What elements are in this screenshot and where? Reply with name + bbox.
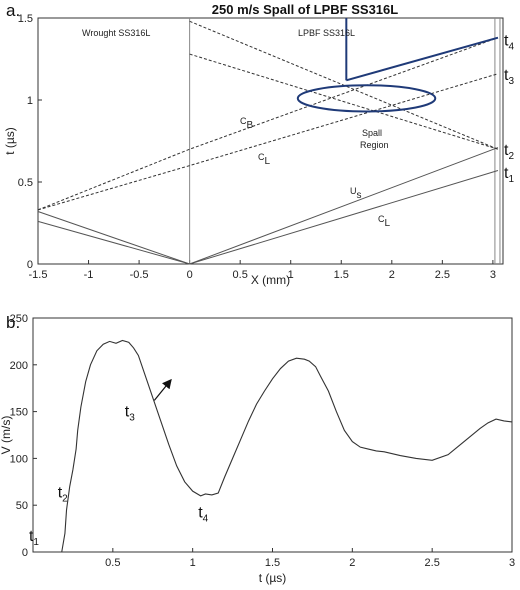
- chart-a-region-label-wrought: Wrought SS316L: [82, 28, 150, 38]
- chart-b-y-tick-label: 250: [10, 313, 28, 325]
- chart-a-x-tick-label: -1.5: [29, 269, 48, 281]
- chart-a-y-tick-label: 0: [27, 259, 33, 271]
- chart-a-title: 250 m/s Spall of LPBF SS316L: [212, 2, 398, 17]
- chart-b-plot-frame: [32, 317, 513, 553]
- chart-a-x-axis-label: X (mm): [251, 273, 290, 287]
- chart-b-y-tick-label: 0: [22, 547, 28, 559]
- chart-b-x-tick-label: 2.5: [425, 557, 440, 569]
- chart-b-x-tick-label: 0.5: [105, 557, 120, 569]
- chart-b-arrow: [153, 378, 172, 401]
- chart-b: 0.5 1 1.5 2 2.5 3 0 50 100 150 200 250 t (µs) V (m/s)…: [0, 313, 515, 585]
- chart-a-x-tick-label: 1: [288, 269, 294, 281]
- chart-b-y-tick-label: 200: [10, 360, 28, 372]
- chart-b-y-tick-label: 100: [10, 453, 28, 465]
- chart-a-annotation-cb: CB: [240, 116, 254, 131]
- chart-a-x-tick-label: -1: [84, 269, 94, 281]
- chart-b-x-tick-label: 1: [190, 557, 196, 569]
- chart-b-x-tick-label: 2: [349, 557, 355, 569]
- chart-a-release-wave-line: [37, 73, 499, 211]
- chart-a-spall-trace: [346, 36, 499, 82]
- chart-b-panel-label: b.: [6, 313, 20, 332]
- chart-b-velocity-line: [33, 339, 513, 553]
- chart-a-x-tick-label: 2: [389, 269, 395, 281]
- chart-a-region-label-lpbf: LPBF SS316L: [298, 28, 355, 38]
- chart-a-release-wave-line: [37, 37, 499, 211]
- chart-a-time-label-t2: t2: [504, 142, 514, 162]
- chart-a-y-tick-label: 1.5: [18, 13, 33, 25]
- chart-a-shock-wave-line: [37, 170, 499, 265]
- chart-a-x-tick-label: 0: [187, 269, 193, 281]
- chart-b-y-tick-label: 150: [10, 407, 28, 419]
- chart-a-annotation-us: Us: [350, 186, 362, 201]
- chart-b-y-axis-label: V (m/s): [0, 416, 13, 455]
- chart-b-time-label-t2: t2: [58, 485, 68, 505]
- chart-b-x-tick-label: 3: [509, 557, 515, 569]
- chart-a-y-tick-label: 1: [27, 95, 33, 107]
- chart-a-x-tick-label: 1.5: [334, 269, 349, 281]
- chart-a-annotation-spall: Spall: [362, 128, 382, 138]
- chart-a-x-tick-label: -0.5: [130, 269, 149, 281]
- chart-a-panel-label: a.: [6, 1, 20, 20]
- chart-a-x-tick-label: 0.5: [233, 269, 248, 281]
- chart-a-plot-frame: [37, 17, 504, 265]
- chart-b-time-label-t1: t1: [29, 528, 39, 548]
- chart-a-spall-ellipse: [296, 84, 437, 113]
- chart-a: -1.5 -1 -0.5 0 0.5 1 1.5 2 2.5 3 0 0.5 1 1.5 X (mm) t (…: [3, 13, 514, 287]
- chart-a-shock-wave-line: [37, 147, 499, 265]
- chart-a-time-label-t4: t4: [504, 32, 514, 52]
- chart-a-time-label-t1: t1: [504, 165, 514, 185]
- chart-a-x-tick-label: 2.5: [435, 269, 450, 281]
- chart-b-y-tick-label: 50: [16, 500, 28, 512]
- chart-a-y-axis-label: t (µs): [3, 127, 17, 155]
- chart-a-release-wave-line: [189, 53, 499, 150]
- chart-b-time-label-t4: t4: [198, 504, 208, 524]
- chart-a-annotation-region: Region: [360, 140, 389, 150]
- chart-a-annotation-cl-lower: CL: [378, 214, 391, 229]
- chart-a-time-label-t3: t3: [504, 67, 514, 87]
- chart-b-x-tick-label: 1.5: [265, 557, 280, 569]
- chart-a-annotation-cl-upper: CL: [258, 152, 271, 167]
- chart-a-x-tick-label: 3: [490, 269, 496, 281]
- chart-b-time-label-t3: t3: [125, 403, 135, 423]
- chart-b-x-axis-label: t (µs): [259, 571, 287, 585]
- chart-a-y-tick-label: 0.5: [18, 177, 33, 189]
